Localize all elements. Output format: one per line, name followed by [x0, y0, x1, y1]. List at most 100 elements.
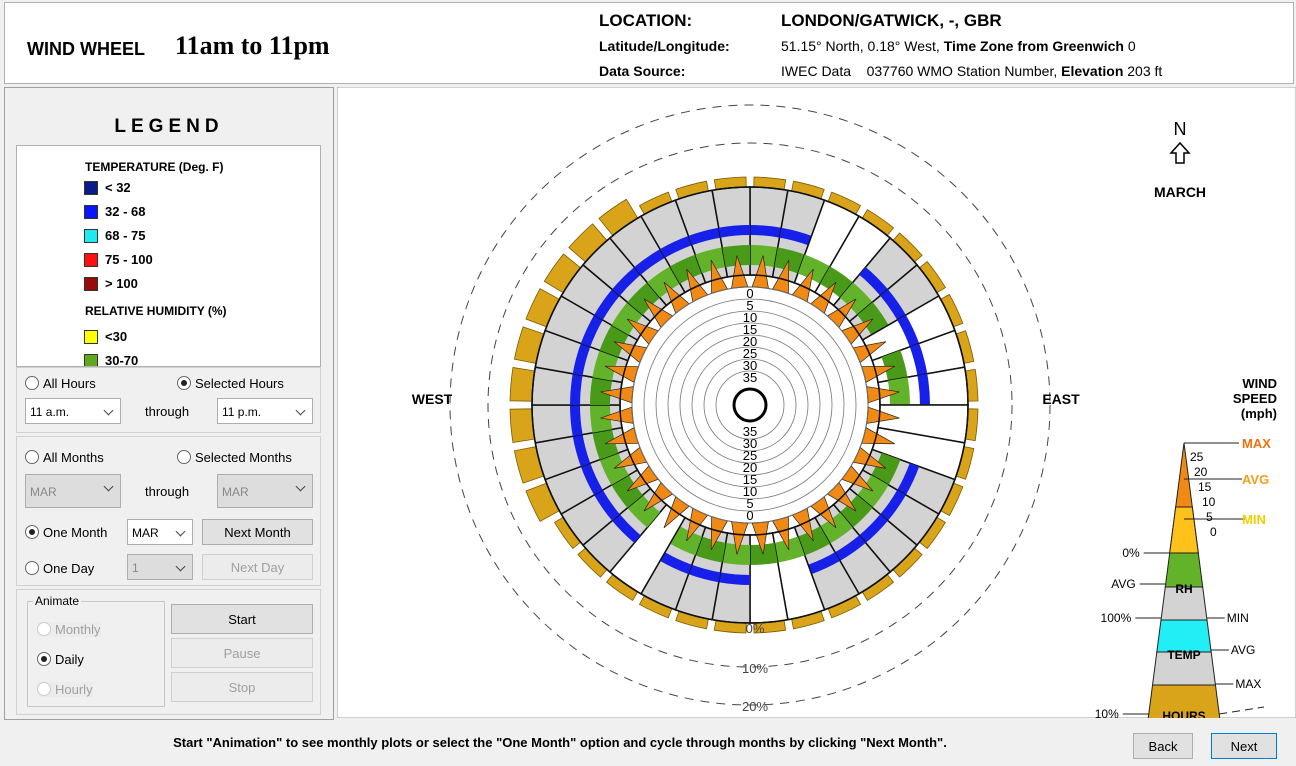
radio[interactable]: All Months	[25, 450, 104, 465]
temp-band	[859, 514, 888, 543]
speed-label: 35	[743, 424, 757, 439]
rh-band	[839, 282, 873, 316]
hours-title: 11am to 11pm	[175, 31, 330, 60]
rh-band	[797, 254, 830, 284]
rh-band	[611, 302, 643, 335]
radio[interactable]: Daily	[37, 652, 84, 667]
select: 1	[127, 554, 193, 580]
swatch	[84, 354, 98, 366]
key-label: MIN	[1242, 512, 1266, 527]
key-speed-label: 20	[1194, 465, 1208, 479]
speed-ring	[715, 370, 785, 440]
legend-title: LEGEND	[114, 116, 224, 137]
temp-band	[718, 572, 750, 585]
select[interactable]: 11 p.m.	[217, 398, 313, 424]
legend-label: > 100	[105, 276, 138, 291]
rh-band	[627, 494, 661, 528]
label: Time Zone from Greenwich	[943, 38, 1124, 54]
value: LONDON/GATWICK, -, GBR	[781, 11, 1002, 30]
button: Next Day	[202, 554, 313, 580]
north: N	[1174, 119, 1187, 139]
value: 203 ft	[1127, 63, 1163, 79]
speed-label: 15	[743, 472, 757, 487]
rh-band	[647, 266, 680, 298]
wind-wheel: 00551010151520202525303035350%10%20%WEST…	[337, 87, 1296, 718]
dashed-ring	[487, 142, 1013, 668]
percent-label: 20%	[742, 699, 768, 714]
radio[interactable]: One Month	[25, 525, 107, 540]
key-title: (mph)	[1241, 406, 1277, 421]
key-dash	[1219, 706, 1265, 715]
speed-label: 5	[746, 298, 753, 313]
speed-ring	[655, 310, 845, 500]
button[interactable]: Back	[1133, 733, 1193, 759]
legend-label: <30	[105, 329, 128, 344]
speed-label: 35	[743, 370, 757, 385]
swatch	[84, 229, 98, 243]
temp-band	[688, 227, 721, 246]
temp-band	[880, 289, 906, 320]
rh-band	[722, 245, 750, 268]
select: MAR	[217, 474, 313, 508]
key-label: MAX	[1235, 677, 1261, 691]
radio: Monthly	[37, 622, 101, 637]
temp-band	[580, 315, 603, 347]
radio[interactable]: One Day	[25, 561, 94, 576]
key-label: 100%	[1101, 611, 1132, 625]
rh-band	[627, 282, 661, 316]
select[interactable]: MAR	[127, 519, 193, 545]
key-label: AVG	[1111, 577, 1135, 591]
rh-band	[750, 542, 778, 565]
hours-group: All Hours Selected Hours 11 a.m. through…	[16, 367, 321, 433]
key-speed-label: 15	[1198, 480, 1212, 494]
title: WIND WHEEL	[27, 39, 145, 59]
temp-band	[897, 463, 920, 495]
temp-band	[808, 552, 840, 575]
radio[interactable]: Selected Months	[177, 450, 292, 465]
temp-band	[880, 490, 906, 521]
header: WIND WHEEL 11am to 11pm LOCATION: LONDON…	[4, 2, 1294, 84]
temp-band	[572, 343, 591, 376]
value: IWEC Data 037760 WMO Station Number, Ele…	[781, 63, 1162, 79]
temp-band	[917, 373, 930, 405]
key-label: MIN	[1227, 611, 1249, 625]
button[interactable]: Next	[1211, 733, 1277, 759]
key-label: AVG	[1231, 643, 1255, 657]
key-title: WIND	[1242, 376, 1277, 391]
speed-label: 10	[743, 484, 757, 499]
rh-band	[820, 266, 853, 298]
animate-group: Animate Monthly Daily Hourly Start Pause…	[16, 589, 321, 715]
speed-label: 15	[743, 322, 757, 337]
key-speed-label: 25	[1190, 450, 1204, 464]
month: MARCH	[1154, 184, 1206, 200]
key-hours	[1147, 684, 1221, 718]
temp-band	[909, 343, 928, 376]
rh-band	[857, 475, 889, 508]
key-label: 10%	[1095, 707, 1119, 718]
button[interactable]: Next Month	[202, 519, 313, 545]
select[interactable]: 11 a.m.	[25, 398, 121, 424]
key-label: HOURS	[1162, 709, 1205, 718]
key-label: 0%	[1122, 546, 1140, 560]
temp-band	[612, 514, 641, 543]
temp-band	[660, 235, 692, 258]
temp-band	[570, 373, 583, 405]
speed-ring	[667, 322, 833, 488]
radio[interactable]: All Hours	[25, 376, 96, 391]
button[interactable]: Start	[171, 604, 313, 634]
rh-band	[797, 526, 830, 556]
swatch	[84, 181, 98, 195]
temp-band	[897, 315, 920, 347]
rh-band	[599, 452, 629, 485]
label: through	[145, 404, 190, 419]
speed-ring	[703, 358, 797, 452]
radio[interactable]: Selected Hours	[177, 376, 284, 391]
legend-heading: TEMPERATURE (Deg. F)	[85, 160, 224, 174]
key-label: RH	[1175, 582, 1192, 596]
value: 51.15° North, 0.18° West, Time Zone from…	[781, 38, 1136, 54]
temp-band	[594, 490, 620, 521]
temp-band	[572, 434, 591, 467]
percent-label: 10%	[742, 661, 768, 676]
temp-band	[660, 552, 692, 575]
rh-band	[670, 254, 703, 284]
